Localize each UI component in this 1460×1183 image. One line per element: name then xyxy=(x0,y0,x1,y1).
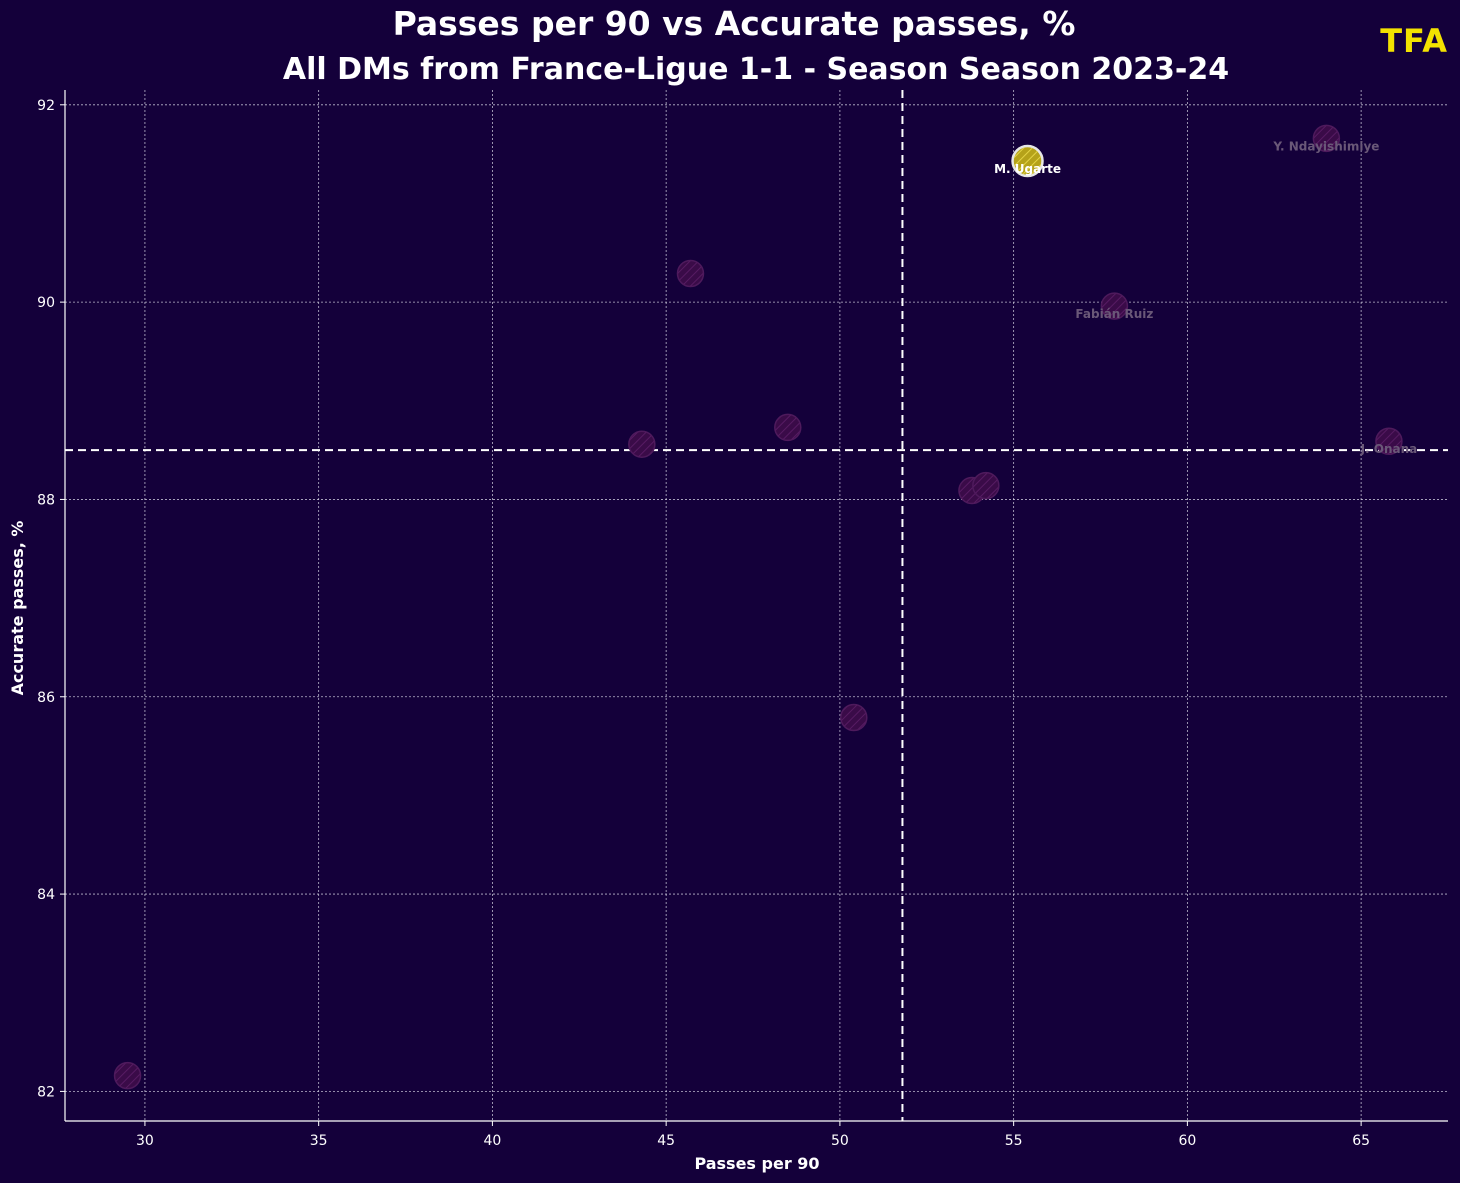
data-point-hatch xyxy=(841,704,867,730)
x-tick-label: 30 xyxy=(136,1133,154,1149)
y-axis-title: Accurate passes, % xyxy=(8,521,27,696)
point-labels: Y. Ndayishimiye Fabián Ruiz J. Onana M. Uga… xyxy=(994,139,1417,456)
highlight-point-hatch xyxy=(1013,147,1042,176)
x-tick-label: 45 xyxy=(657,1133,675,1149)
data-point-hatch xyxy=(1101,293,1127,319)
highlight-point-label: M. Ugarte xyxy=(994,162,1061,176)
data-point-hatch xyxy=(629,431,655,457)
data-point-hatch xyxy=(1376,428,1402,454)
y-tick-label: 90 xyxy=(37,295,55,311)
data-point-hatch xyxy=(677,261,703,287)
data-point-hatch xyxy=(115,1063,141,1089)
reference-lines xyxy=(65,90,1448,1121)
x-axis-title: Passes per 90 xyxy=(694,1154,819,1173)
data-points xyxy=(113,124,1403,1090)
axes: 30 35 40 45 50 55 60 65 82 84 86 88 90 92 xyxy=(37,90,1448,1149)
brand-logo: TFA xyxy=(1380,22,1448,60)
x-tick-label: 60 xyxy=(1178,1133,1196,1149)
y-tick-label: 86 xyxy=(37,690,55,706)
point-label: J. Onana xyxy=(1360,442,1418,456)
data-point-hatch xyxy=(775,414,801,440)
y-tick-label: 88 xyxy=(37,492,55,508)
data-point-hatch xyxy=(1313,125,1339,151)
y-tick-label: 82 xyxy=(37,1084,55,1100)
point-label: Fabián Ruiz xyxy=(1075,307,1153,321)
x-tick-label: 65 xyxy=(1352,1133,1370,1149)
point-label: Y. Ndayishimiye xyxy=(1272,139,1379,153)
y-tick-label: 92 xyxy=(37,98,55,114)
y-tick-label: 84 xyxy=(37,887,55,903)
chart-title: Passes per 90 vs Accurate passes, % xyxy=(392,4,1076,43)
x-tick-label: 35 xyxy=(310,1133,328,1149)
grid xyxy=(65,90,1448,1121)
chart-subtitle: All DMs from France-Ligue 1-1 - Season S… xyxy=(282,52,1230,87)
x-tick-label: 40 xyxy=(483,1133,501,1149)
x-tick-label: 55 xyxy=(1005,1133,1023,1149)
data-point-hatch xyxy=(973,473,999,499)
x-tick-label: 50 xyxy=(831,1133,849,1149)
